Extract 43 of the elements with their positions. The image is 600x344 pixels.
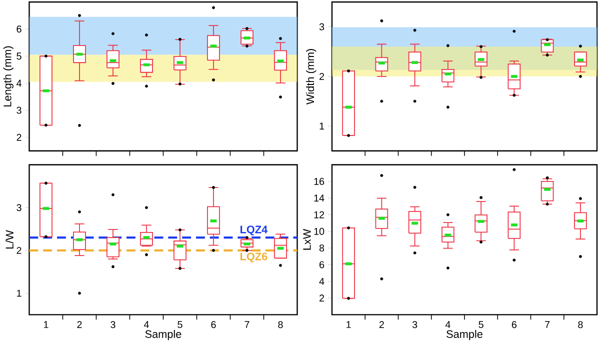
y-tick-label: 2	[320, 72, 324, 80]
x-axis-title: Sample	[145, 330, 182, 340]
x-tick-label: 2	[77, 320, 82, 328]
x-tick-label: 7	[545, 320, 550, 328]
y-tick-label: 8	[319, 244, 324, 252]
y-tick-label: 1	[320, 122, 324, 130]
y-tick-label: 10	[314, 228, 324, 235]
x-tick-label: 2	[379, 320, 384, 328]
x-tick-label: 8	[578, 320, 583, 328]
y-tick-label: 4	[16, 80, 22, 86]
ref-line-label: LQZ4	[240, 225, 268, 236]
x-tick-label: 7	[244, 320, 250, 328]
y-axis-title: L/W	[5, 230, 14, 248]
y-tick-label: 2	[320, 294, 324, 302]
x-axis-title: Sample	[446, 330, 482, 340]
x-tick-label: 3	[110, 320, 116, 328]
y-tick-label: 1	[17, 290, 22, 296]
y-tick-label: 2	[16, 134, 22, 141]
x-tick-label: 4	[144, 320, 149, 328]
y-tick-label: 3	[16, 106, 22, 114]
x-tick-label: 6	[512, 320, 517, 328]
y-tick-label: 16	[314, 178, 324, 185]
y-tick-label: 6	[320, 260, 324, 268]
y-tick-label: 6	[16, 25, 22, 32]
x-tick-label: 8	[278, 320, 283, 328]
ref-line-label: LQZ6	[240, 252, 268, 262]
y-tick-label: 3	[16, 204, 22, 211]
y-tick-label: 2	[16, 246, 22, 254]
x-tick-label: 1	[346, 320, 351, 328]
x-tick-label: 4	[445, 320, 450, 328]
y-axis-title: Length (mm)	[3, 46, 14, 106]
y-tick-label: 14	[314, 194, 324, 202]
y-tick-label: 3	[319, 23, 324, 30]
y-tick-label: 4	[319, 278, 324, 285]
x-tick-label: 6	[211, 320, 216, 328]
y-tick-label: 12	[314, 211, 324, 218]
y-axis-title: LxW	[303, 228, 311, 250]
y-tick-label: 5	[16, 52, 22, 60]
x-tick-label: 5	[478, 320, 484, 328]
x-tick-label: 1	[44, 320, 48, 328]
x-tick-label: 3	[412, 320, 418, 328]
x-tick-label: 5	[178, 320, 182, 328]
y-axis-title: Width (mm)	[306, 48, 316, 104]
